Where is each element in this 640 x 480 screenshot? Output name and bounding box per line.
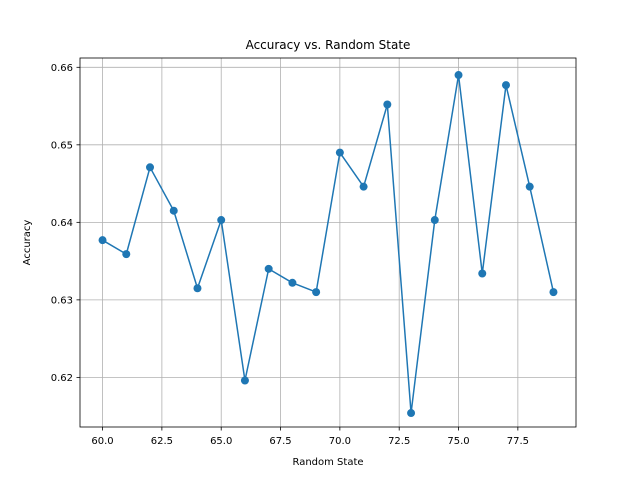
plot-frame — [79, 57, 577, 428]
data-point — [122, 250, 131, 259]
data-point — [478, 269, 487, 278]
data-point — [169, 206, 178, 215]
data-point — [430, 216, 439, 225]
x-tick-label: 70.0 — [329, 436, 351, 447]
data-point — [501, 81, 510, 90]
data-point — [454, 71, 463, 80]
series-layer — [98, 71, 558, 418]
ticks: 60.0 62.5 65.0 67.5 70.0 72.5 75.0 77.5 0.62 0.63… — [51, 63, 529, 447]
data-point — [193, 284, 202, 293]
x-tick-label: 65.0 — [210, 436, 232, 447]
data-point — [335, 148, 344, 157]
x-tick-label: 67.5 — [269, 436, 291, 447]
y-tick-label: 0.66 — [51, 63, 73, 74]
y-tick-label: 0.64 — [51, 218, 73, 229]
data-point — [525, 182, 534, 191]
plot-area — [80, 58, 576, 427]
chart-title: Accuracy vs. Random State — [246, 38, 411, 52]
data-point — [288, 278, 297, 287]
data-point — [98, 236, 107, 245]
data-point — [146, 163, 155, 172]
data-point — [359, 182, 368, 191]
x-tick-label: 62.5 — [151, 436, 173, 447]
x-tick-label: 60.0 — [91, 436, 113, 447]
data-point — [240, 376, 249, 385]
y-axis-label: Accuracy — [22, 220, 33, 266]
y-tick-label: 0.63 — [51, 295, 73, 306]
data-point — [383, 100, 392, 109]
y-tick-label: 0.65 — [51, 140, 73, 151]
y-tick-label: 0.62 — [51, 373, 73, 384]
x-tick-label: 75.0 — [447, 436, 469, 447]
series-line — [102, 74, 555, 414]
x-axis-label: Random State — [292, 457, 363, 468]
x-tick-label: 72.5 — [388, 436, 410, 447]
x-tick-label: 77.5 — [507, 436, 529, 447]
data-point — [312, 288, 321, 297]
data-point — [264, 264, 273, 273]
data-point — [407, 409, 416, 418]
data-point — [549, 288, 558, 297]
data-point — [217, 216, 226, 225]
